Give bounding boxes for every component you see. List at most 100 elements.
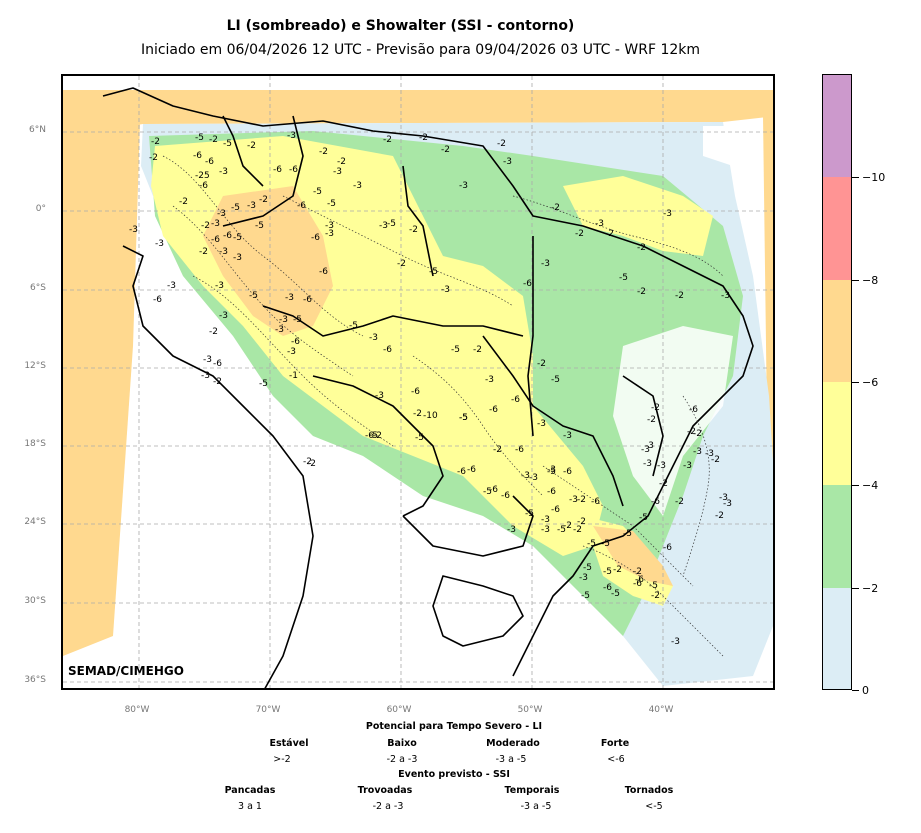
colorbar-tick [852,690,859,691]
ssi-class-name: Trovoadas [357,785,413,796]
contour-label: -6 [365,431,374,441]
lat-label-0: 0° [35,204,46,214]
contour-label: -3 [219,167,228,177]
contour-label: -5 [619,273,628,283]
contour-label: -3 [643,459,652,469]
ssi-class-name: Pancadas [224,785,276,796]
contour-label: -3 [569,495,578,505]
lon-label-70w: 70°W [255,705,281,715]
contour-label: -2 [151,137,160,147]
contour-label: -2 [537,359,546,369]
contour-label: -6 [311,233,320,243]
map-panel: -2 -5 -2 -3 -2 -2 -2 -2 -6 -5 -2 -6 -3 -… [61,74,775,690]
colorbar-segment-4-6 [823,382,851,485]
contour-label: -3 [211,219,220,229]
contour-label: -6 [467,465,476,475]
contour-label: -2 [209,327,218,337]
lon-label-40w: 40°W [648,705,674,715]
contour-label: -5 [255,221,264,231]
contour-label: -6 [635,575,644,585]
contour-label: -3 [705,449,714,459]
contour-label: -2 [637,287,646,297]
contour-label: -6 [591,497,600,507]
contour-label: -5 [313,187,322,197]
contour-label: -3 [287,347,296,357]
contour-label: -2 [373,431,382,441]
contour-label: -6 [489,485,498,495]
contour-label: -2 [201,221,210,231]
contour-label: -3 [719,493,728,503]
contour-label: -6 [223,231,232,241]
li-strong-area-2 [593,526,673,586]
contour-label: -5 [587,539,596,549]
contour-label: -5 [231,203,240,213]
contour-label: -5 [649,581,658,591]
contour-label: -6 [193,151,202,161]
contour-label: -5 [581,591,590,601]
contour-label: -3 [285,293,294,303]
contour-label: -6 [563,467,572,477]
contour-label: -5 [233,233,242,243]
contour-label: -5 [387,219,396,229]
contour-label: -2 [577,495,586,505]
contour-label: -2 [651,403,660,413]
contour-label: -3 [507,525,516,535]
contour-label: -2 [633,567,642,577]
contour-label: -5 [459,413,468,423]
contour-label: -2 [577,517,586,527]
li-class-name: Moderado [486,738,540,749]
domain-edge-east [763,116,773,502]
contour-label: -2 [247,141,256,151]
contour-label: -2 [551,203,560,213]
contour-label: -2 [693,429,702,439]
contour-label: -2 [659,479,668,489]
contour-label: -3 [671,637,680,647]
contour-label: -3 [541,515,550,525]
contour-label: -6 [213,359,222,369]
colorbar-label-0: 0 [862,684,869,697]
graticule [63,76,773,688]
contour-label: -3 [503,157,512,167]
contour-label: -2 [687,427,696,437]
contour-label: -3 [201,371,210,381]
lon-label-50w: 50°W [517,705,543,715]
contour-label: -5 [603,567,612,577]
contour-label: -3 [541,525,550,535]
ssi-class-name: Tornados [624,785,674,796]
colorbar-segment-10plus [823,75,851,177]
contour-label: -5 [249,291,258,301]
lon-label-80w: 80°W [124,705,150,715]
contour-label: -3 [275,325,284,335]
contour-label: -5 [583,563,592,573]
colorbar-segment-8-10 [823,177,851,280]
contour-label: -6 [273,165,282,175]
contour-label: -6 [457,467,466,477]
contour-label: -3 [595,219,604,229]
contour-label: -3 [353,181,362,191]
contour-label: -3 [279,315,288,325]
contour-label: -5 [293,315,302,325]
contour-label: -5 [195,133,204,143]
colorbar-label-6: −6 [862,376,879,389]
contour-label: -5 [623,529,632,539]
contour-label: -5 [259,379,268,389]
contour-label: -6 [411,387,420,397]
contour-label: -6 [383,345,392,355]
colorbar-segment-0-2 [823,588,851,689]
contour-label: -3 [333,167,342,177]
contour-label: -3 [155,239,164,249]
contour-label: -3 [541,259,550,269]
contour-label: -6 [547,487,556,497]
contour-label: -5 [451,345,460,355]
li-class-range: -2 a -3 [386,754,418,765]
contour-label: -6 [303,295,312,305]
contour-label: -6 [211,235,220,245]
lat-label-36s: 36°S [24,675,46,685]
contour-label: -3 [693,447,702,457]
contour-label: -6 [515,445,524,455]
contour-label: -5 [601,539,610,549]
lat-label-30s: 30°S [24,596,46,606]
contour-label: -3 [369,333,378,343]
lat-label-12s: 12°S [24,361,46,371]
contour-label: -1 [289,371,298,381]
